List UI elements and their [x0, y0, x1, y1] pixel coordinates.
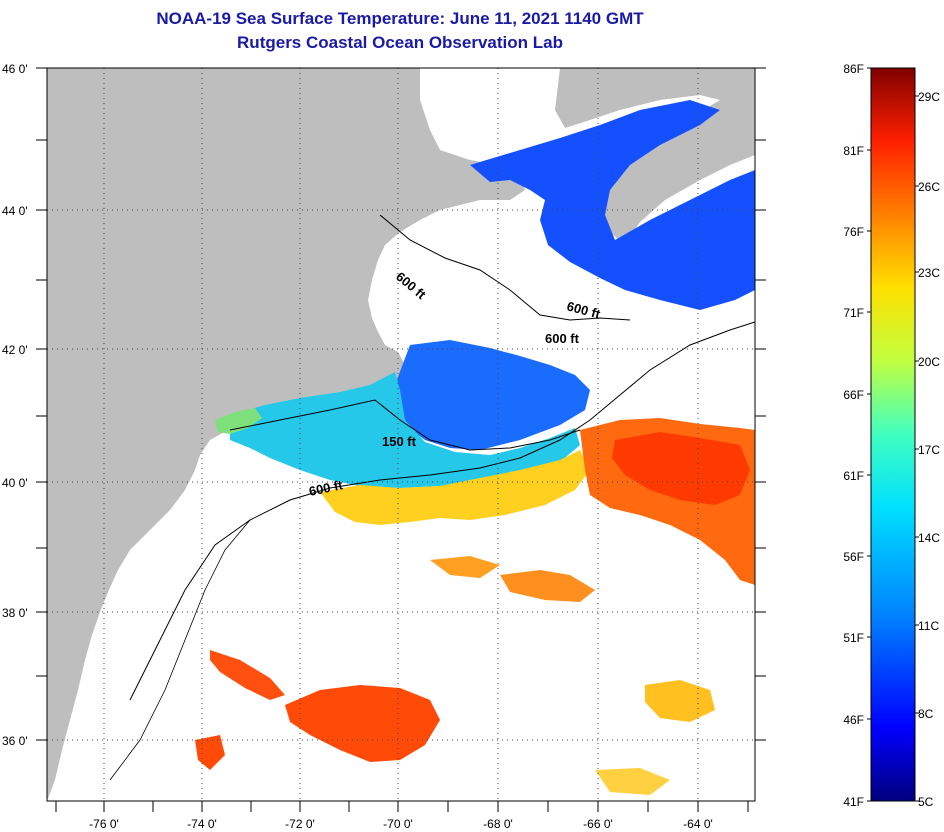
lat-label: 46 0'	[2, 62, 28, 76]
map-area	[47, 68, 755, 801]
colorbar	[870, 67, 916, 802]
colorbar-label-f: 46F	[843, 713, 864, 727]
lon-label: -64 0'	[683, 817, 713, 831]
sst-shelf-cyan	[230, 372, 580, 488]
colorbar-label-c: 11C	[918, 619, 939, 633]
colorbar-label-c: 23C	[918, 266, 940, 280]
contour-600ft-shelf	[129, 321, 755, 701]
lon-label: -76 0'	[89, 817, 119, 831]
sst-offshore-yellow-2	[595, 768, 670, 795]
colorbar-label-f: 81F	[843, 144, 864, 158]
colorbar-label-f: 71F	[843, 306, 864, 320]
colorbar-label-f: 56F	[843, 550, 864, 564]
sst-offshore-red-2	[210, 650, 285, 700]
contour-label: 150 ft	[382, 434, 417, 449]
colorbar-ticks	[867, 67, 919, 802]
colorbar-label-c: 8C	[918, 707, 934, 721]
sst-warm-patch-1	[500, 570, 595, 602]
contour-label: 600 ft	[308, 477, 345, 499]
colorbar-label-f: 51F	[843, 631, 864, 645]
sst-cold-georges	[395, 340, 590, 450]
lon-label: -74 0'	[187, 817, 217, 831]
sst-offshore-red	[285, 685, 440, 762]
colorbar-label-f: 41F	[843, 795, 864, 809]
map-title: NOAA-19 Sea Surface Temperature: June 11…	[156, 9, 644, 28]
lat-label: 42 0'	[2, 343, 28, 357]
colorbar-label-c: 5C	[918, 795, 934, 809]
lat-label: 36 0'	[2, 734, 28, 748]
colorbar-label-f: 76F	[843, 225, 864, 239]
map-subtitle: Rutgers Coastal Ocean Observation Lab	[237, 33, 563, 52]
sst-cold-gulf	[470, 100, 755, 310]
map-frame	[46, 67, 756, 802]
contour-150ft	[229, 399, 581, 451]
lon-label: -70 0'	[383, 817, 413, 831]
colorbar-label-c: 29C	[918, 90, 940, 104]
lat-label: 40 0'	[2, 476, 28, 490]
lon-label: -72 0'	[285, 817, 315, 831]
lat-label: 38 0'	[2, 606, 28, 620]
colorbar-label-c: 20C	[918, 355, 940, 369]
sst-shelf-green	[215, 408, 262, 434]
contour-inner-shelf	[109, 519, 251, 781]
lon-label: -68 0'	[483, 817, 513, 831]
sst-offshore-yellow	[645, 680, 715, 722]
contour-label: 600 ft	[545, 331, 580, 346]
contour-600ft-north	[379, 214, 631, 321]
colorbar-label-f: 66F	[843, 388, 864, 402]
lat-label: 44 0'	[2, 204, 28, 218]
sst-warm-patch-2	[430, 556, 500, 578]
sst-slope-yellow	[320, 450, 590, 525]
colorbar-label-c: 14C	[918, 531, 940, 545]
colorbar-label-f: 86F	[843, 62, 864, 76]
colorbar-label-c: 17C	[918, 443, 940, 457]
axis-ticks	[36, 67, 766, 812]
colorbar-label-c: 26C	[918, 180, 940, 194]
lon-label: -66 0'	[583, 817, 613, 831]
colorbar-label-f: 61F	[843, 469, 864, 483]
land-us	[47, 68, 525, 801]
sst-gulfstream-core	[612, 432, 750, 505]
grid-lines	[47, 68, 755, 801]
